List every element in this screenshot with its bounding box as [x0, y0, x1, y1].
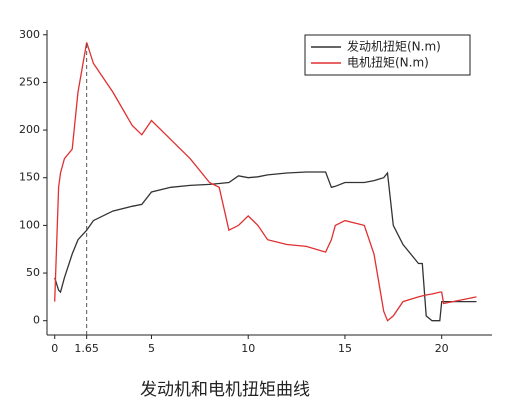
- x-tick-label: 20: [435, 342, 449, 355]
- legend-box: [304, 34, 471, 76]
- y-tick-label: 250: [19, 75, 40, 88]
- series-line: [54, 171, 477, 322]
- x-tick-label: 5: [148, 342, 155, 355]
- series-line: [54, 42, 477, 322]
- x-tick-label: 0: [51, 342, 58, 355]
- y-tick-label: 150: [19, 171, 40, 184]
- y-tick-label: 300: [19, 28, 40, 41]
- x-tick-label: 15: [338, 342, 352, 355]
- legend-label: 发动机扭矩(N.m): [347, 39, 441, 54]
- x-tick-label: 1.65: [74, 342, 99, 355]
- chart-title: 发动机和电机扭矩曲线: [140, 380, 310, 400]
- y-tick-label: 200: [19, 123, 40, 136]
- y-tick-label: 100: [19, 218, 40, 231]
- y-tick-label: 50: [26, 266, 40, 279]
- y-tick-label: 0: [33, 314, 40, 327]
- x-tick-label: 10: [241, 342, 255, 355]
- legend-label: 电机扭矩(N.m): [347, 56, 429, 70]
